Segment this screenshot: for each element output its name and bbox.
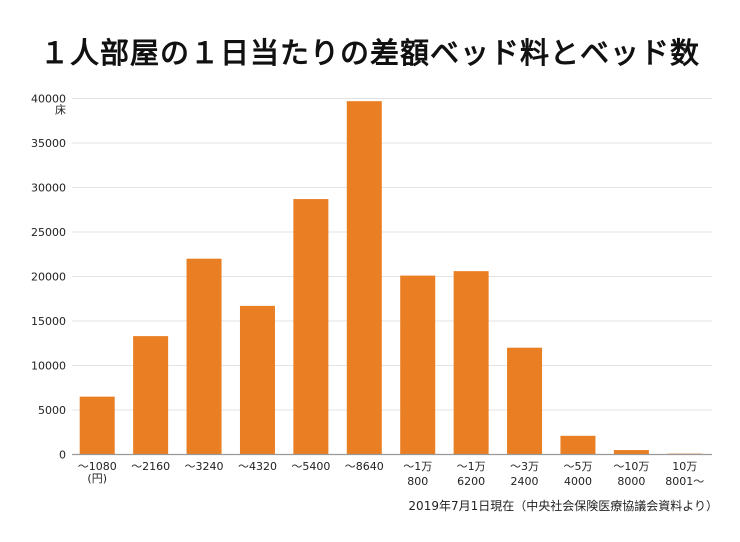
x-tick-label: 〜1万 [403, 460, 432, 473]
x-tick-label: 8000 [617, 475, 645, 488]
bar [293, 199, 329, 455]
y-tick-label: 20000 [31, 271, 66, 284]
bar [346, 101, 382, 455]
bar [560, 435, 596, 455]
x-tick-label: 〜4320 [238, 460, 277, 473]
bar [453, 271, 489, 455]
bar [133, 336, 169, 455]
x-tick-label: 〜8640 [345, 460, 384, 473]
x-tick-label: 〜2160 [131, 460, 170, 473]
chart-title: １人部屋の１日当たりの差額ベッド料とベッド数 [39, 36, 700, 70]
bar [613, 450, 649, 455]
x-axis-unit: (円) [87, 472, 107, 485]
y-tick-label: 15000 [31, 315, 66, 328]
x-tick-label: 〜3240 [185, 460, 224, 473]
y-tick-label: 25000 [31, 226, 66, 239]
x-tick-label: 800 [407, 475, 428, 488]
y-axis-unit: 床 [55, 103, 66, 117]
x-tick-label: 〜5400 [291, 460, 330, 473]
y-tick-label: 30000 [31, 182, 66, 195]
bar [507, 347, 543, 455]
bar [186, 258, 222, 455]
bar [400, 275, 436, 455]
x-tick-label: 〜1080 [78, 460, 117, 473]
x-tick-label: 2400 [511, 475, 539, 488]
y-tick-label: 5000 [38, 404, 66, 417]
y-tick-label: 0 [59, 449, 66, 462]
x-tick-label: 10万 [672, 460, 697, 473]
y-tick-label: 35000 [31, 137, 66, 150]
y-tick-label: 10000 [31, 360, 66, 373]
x-tick-label: 8001〜 [665, 475, 704, 488]
bar [79, 396, 115, 455]
x-tick-label: 〜1万 [457, 460, 486, 473]
x-tick-label: 〜10万 [613, 460, 649, 473]
source-note: 2019年7月1日現在（中央社会保険医療協議会資料より） [408, 499, 718, 513]
x-tick-label: 4000 [564, 475, 592, 488]
x-tick-label: 〜5万 [563, 460, 592, 473]
y-tick-label: 40000 [31, 93, 66, 106]
x-tick-label: 〜3万 [510, 460, 539, 473]
x-tick-label: 6200 [457, 475, 485, 488]
bar [239, 305, 275, 455]
